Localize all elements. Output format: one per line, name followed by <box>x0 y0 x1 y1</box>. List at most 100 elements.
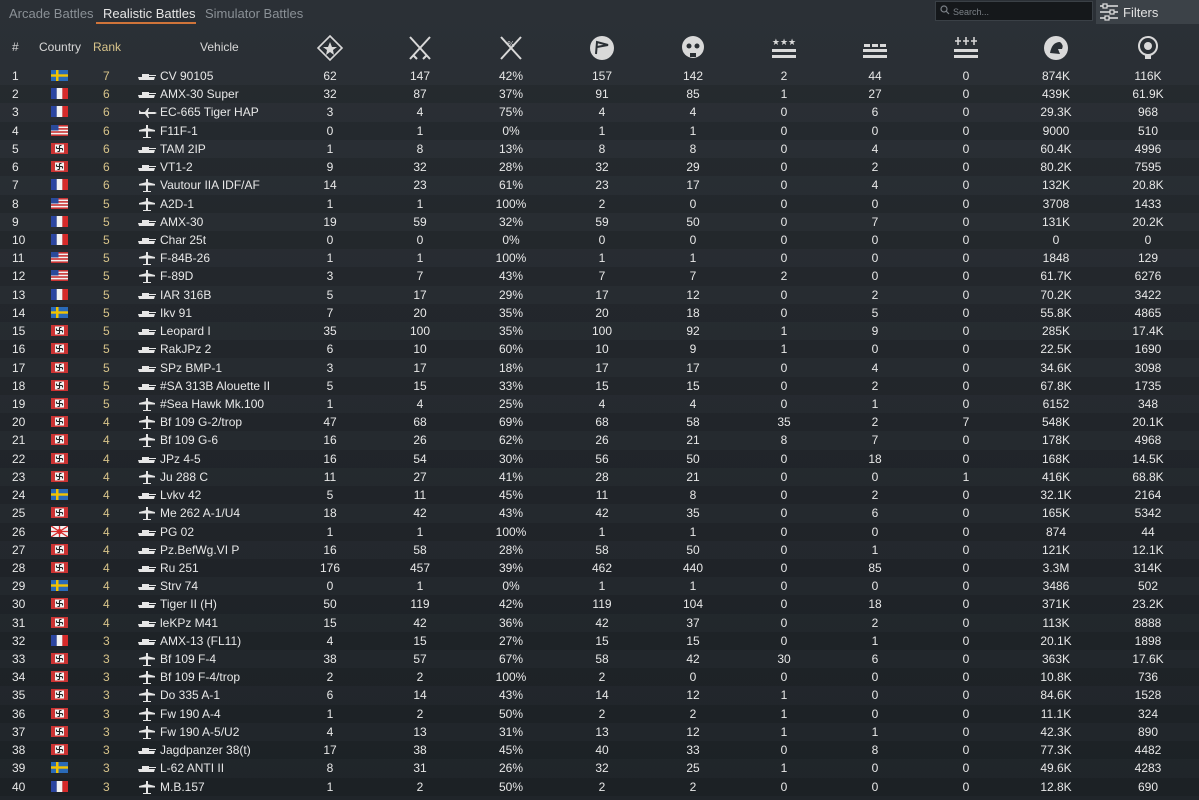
table-row[interactable]: 38 3 Jagdpanzer 38(t) 17 38 45% 40 33 0 8 0 77.3K 44… <box>0 741 1199 760</box>
deaths-icon[interactable] <box>677 33 709 63</box>
table-row[interactable]: 20 4 Bf 109 G-2/trop 47 68 69% 68 58 35 2 7 548K 20.… <box>0 413 1199 432</box>
table-row[interactable]: 24 4 Lvkv 42 5 11 45% 11 8 0 2 0 32.1K 2164 <box>0 486 1199 505</box>
vehicle-name[interactable]: PG 02 <box>160 524 195 539</box>
table-row[interactable]: 23 4 Ju 288 C 11 27 41% 28 21 0 0 1 416K 68.8K <box>0 468 1199 486</box>
vehicle-name[interactable]: AMX-30 Super <box>160 87 239 102</box>
vehicle-name[interactable]: Ju 288 C <box>160 469 209 484</box>
vehicle-name[interactable]: Bf 109 G-2/trop <box>160 415 243 430</box>
search-input[interactable] <box>951 4 1090 20</box>
victories-icon[interactable] <box>404 33 436 63</box>
naval-kills-icon[interactable] <box>950 33 982 63</box>
table-row[interactable]: 18 5 #SA 313B Alouette II 5 15 33% 15 15 0 2 0 67.8… <box>0 376 1199 395</box>
respawns-icon[interactable] <box>586 33 618 63</box>
research-points-icon[interactable] <box>1132 33 1164 63</box>
table-row[interactable]: 15 5 Leopard I 35 100 35% 100 92 1 9 0 285K 17.4K <box>0 322 1199 340</box>
vehicle-name[interactable]: IAR 316B <box>160 287 212 302</box>
vehicle-name[interactable]: Ru 251 <box>160 560 199 575</box>
win-rate-icon[interactable]: % <box>495 33 527 63</box>
table-row[interactable]: 5 6 TAM 2IP 1 8 13% 8 8 0 4 0 60.4K 4996 <box>0 140 1199 158</box>
vehicle-name[interactable]: Char 25t <box>160 232 207 247</box>
table-row[interactable]: 14 5 Ikv 91 7 20 35% 20 18 0 5 0 55.8K 4865 <box>0 303 1199 323</box>
battles-icon[interactable] <box>314 33 346 63</box>
column-rank[interactable]: Rank <box>93 40 122 54</box>
vehicle-name[interactable]: Strv 74 <box>160 579 199 594</box>
table-row[interactable]: 27 4 Pz.BefWg.VI P 16 58 28% 58 50 0 1 0 121K 12.1K <box>0 541 1199 559</box>
table-row[interactable]: 40 3 M.B.157 1 2 50% 2 2 0 0 0 12.8K 690 <box>0 777 1199 796</box>
table-row[interactable]: 36 3 Fw 190 A-4 1 2 50% 2 2 1 0 0 11.1K 324 <box>0 704 1199 723</box>
table-row[interactable]: 32 3 AMX-13 (FL11) 4 15 27% 15 15 0 1 0 20.1K 1898 <box>0 631 1199 650</box>
vehicle-name[interactable]: Bf 109 F-4 <box>160 652 217 667</box>
vehicle-name[interactable]: CV 90105 <box>160 69 214 83</box>
ground-kills-icon[interactable] <box>859 33 891 63</box>
vehicle-name[interactable]: Bf 109 G-6 <box>160 433 219 448</box>
vehicle-name[interactable]: Jagdpanzer 38(t) <box>160 743 251 758</box>
table-row[interactable]: 16 5 RakJPz 2 6 10 60% 10 9 1 0 0 22.5K 1690 <box>0 340 1199 359</box>
vehicle-name[interactable]: JPz 4-5 <box>160 451 201 466</box>
table-row[interactable]: 8 5 A2D-1 1 1 100% 2 0 0 0 0 3708 1433 <box>0 194 1199 213</box>
table-row[interactable]: 12 5 F-89D 3 7 43% 7 7 2 0 0 61.7K 6276 <box>0 267 1199 286</box>
table-row[interactable]: 21 4 Bf 109 G-6 16 26 62% 26 21 8 7 0 178K 4968 <box>0 431 1199 449</box>
table-row[interactable]: 37 3 Fw 190 A-5/U2 4 13 31% 13 12 1 1 0 42.3K 890 <box>0 723 1199 741</box>
table-row[interactable]: 33 3 Bf 109 F-4 38 57 67% 58 42 30 6 0 363K 17.6K <box>0 650 1199 668</box>
vehicle-name[interactable]: #SA 313B Alouette II <box>160 378 271 393</box>
vehicle-name[interactable]: leKPz M41 <box>160 615 219 630</box>
vehicle-name[interactable]: Me 262 A-1/U4 <box>160 506 241 521</box>
table-row[interactable]: 22 4 JPz 4-5 16 54 30% 56 50 0 18 0 168K 14.5K <box>0 449 1199 468</box>
table-row[interactable]: 9 5 AMX-30 19 59 32% 59 50 0 7 0 131K 20.2K <box>0 213 1199 231</box>
table-row[interactable]: 25 4 Me 262 A-1/U4 18 42 43% 42 35 0 6 0 165K 5342 <box>0 504 1199 522</box>
table-row[interactable]: 2 6 AMX-30 Super 32 87 37% 91 85 1 27 0 439K 61.9K <box>0 85 1199 104</box>
vehicle-name[interactable]: Vautour IIA IDF/AF <box>160 178 260 193</box>
table-row[interactable]: 4 6 F11F-1 0 1 0% 1 1 0 0 0 9000 510 <box>0 121 1199 140</box>
vehicle-name[interactable]: F-89D <box>160 269 194 284</box>
table-row[interactable]: 28 4 Ru 251 176 457 39% 462 440 0 85 0 3.3M 314K <box>0 558 1199 578</box>
vehicle-name[interactable]: Leopard I <box>160 324 211 339</box>
table-row[interactable]: 13 5 IAR 316B 5 17 29% 17 12 0 2 0 70.2K 3422 <box>0 286 1199 304</box>
table-row[interactable]: 35 3 Do 335 A-1 6 14 43% 14 12 1 0 0 84.6K 1528 <box>0 686 1199 704</box>
vehicle-name[interactable]: L-62 ANTI II <box>160 761 225 776</box>
vehicle-name[interactable]: Pz.BefWg.VI P <box>160 542 240 557</box>
vehicle-name[interactable]: F-84B-26 <box>160 251 211 266</box>
filters-button[interactable]: Filters <box>1096 0 1199 24</box>
table-row[interactable]: 10 5 Char 25t 0 0 0% 0 0 0 0 0 0 0 <box>0 230 1199 250</box>
tab-realistic-battles[interactable]: Realistic Battles <box>103 6 196 21</box>
column-number[interactable]: # <box>12 40 19 54</box>
vehicle-name[interactable]: AMX-13 (FL11) <box>160 633 242 648</box>
air-kills-icon[interactable]: ★★★ <box>768 33 800 63</box>
vehicle-name[interactable]: Fw 190 A-4 <box>160 706 221 721</box>
vehicle-name[interactable]: Bf 109 F-4/trop <box>160 670 241 685</box>
vehicle-name[interactable]: Fw 190 A-5/U2 <box>160 724 240 739</box>
vehicle-name[interactable]: Lvkv 42 <box>160 488 202 503</box>
vehicle-name[interactable]: VT1-2 <box>160 160 193 175</box>
table-row[interactable]: 34 3 Bf 109 F-4/trop 2 2 100% 2 0 0 0 0 10.8K 736 <box>0 668 1199 687</box>
vehicle-name[interactable]: A2D-1 <box>160 196 195 211</box>
vehicle-name[interactable]: TAM 2IP <box>160 141 206 156</box>
vehicle-name[interactable]: Ikv 91 <box>160 305 193 320</box>
column-country[interactable]: Country <box>39 40 82 54</box>
vehicle-name[interactable]: Do 335 A-1 <box>160 688 221 703</box>
table-row[interactable]: 1 7 CV 90105 62 147 42% 157 142 2 44 0 874K 116K <box>0 67 1199 85</box>
table-row[interactable]: 30 4 Tiger II (H) 50 119 42% 119 104 0 18 0 371K 23.… <box>0 595 1199 614</box>
vehicle-name[interactable]: AMX-30 <box>160 214 204 229</box>
vehicle-name[interactable]: #Sea Hawk Mk.100 <box>160 396 265 411</box>
vehicle-name[interactable]: F11F-1 <box>160 123 198 138</box>
vehicle-name[interactable]: SPz BMP-1 <box>160 360 223 375</box>
table-row[interactable]: 26 4 PG 02 1 1 100% 1 1 0 0 0 874 44 <box>0 522 1199 541</box>
table-row[interactable]: 29 4 Strv 74 0 1 0% 1 1 0 0 0 3486 502 <box>0 577 1199 595</box>
table-row[interactable]: 17 5 SPz BMP-1 3 17 18% 17 17 0 4 0 34.6K 3098 <box>0 359 1199 377</box>
tab-simulator-battles[interactable]: Simulator Battles <box>205 6 304 21</box>
table-row[interactable]: 3 6 EC-665 Tiger HAP 3 4 75% 4 4 0 6 0 29.3K 968 <box>0 103 1199 121</box>
vehicle-name[interactable]: Tiger II (H) <box>160 597 217 612</box>
silver-lions-icon[interactable] <box>1040 33 1072 63</box>
table-row[interactable]: 39 3 L-62 ANTI II 8 31 26% 32 25 1 0 0 49.6K 4283 <box>0 759 1199 777</box>
vehicle-name[interactable]: M.B.157 <box>160 779 205 794</box>
search-box[interactable] <box>935 1 1093 21</box>
table-row[interactable]: 31 4 leKPz M41 15 42 36% 42 37 0 2 0 113K 8888 <box>0 614 1199 632</box>
table-row[interactable]: 19 5 #Sea Hawk Mk.100 1 4 25% 4 4 0 1 0 6152 348 <box>0 395 1199 413</box>
tab-arcade-battles[interactable]: Arcade Battles <box>9 6 94 21</box>
vehicle-name[interactable]: EC-665 Tiger HAP <box>160 105 259 120</box>
table-row[interactable]: 6 6 VT1-2 9 32 28% 32 29 0 2 0 80.2K 7595 <box>0 158 1199 177</box>
table-row[interactable]: 11 5 F-84B-26 1 1 100% 1 1 0 0 0 1848 129 <box>0 249 1199 267</box>
table-row[interactable]: 7 6 Vautour IIA IDF/AF 14 23 61% 23 17 0 4 0 132K 20… <box>0 176 1199 194</box>
vehicle-name[interactable]: RakJPz 2 <box>160 342 212 357</box>
column-vehicle[interactable]: Vehicle <box>200 40 239 54</box>
